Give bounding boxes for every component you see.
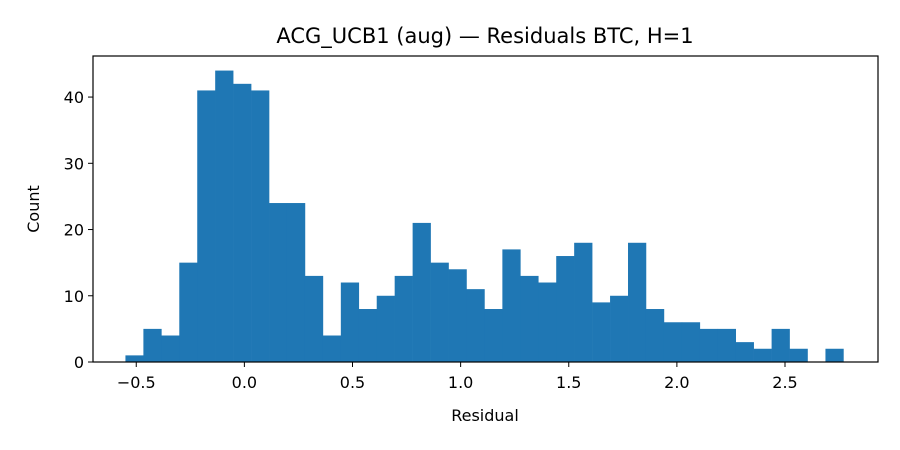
histogram-bar: [179, 262, 198, 362]
histogram-bar: [394, 275, 413, 362]
histogram-bar: [574, 242, 593, 362]
histogram-bar: [592, 302, 611, 362]
histogram-bar: [215, 70, 234, 363]
x-tick-label: 1.0: [448, 373, 473, 392]
histogram-bar: [269, 203, 288, 362]
histogram-bar: [753, 348, 772, 362]
histogram-bar: [376, 295, 395, 362]
x-tick-label: 0.0: [232, 373, 257, 392]
histogram-bar: [717, 328, 737, 362]
chart-title: ACG_UCB1 (aug) — Residuals BTC, H=1: [276, 24, 693, 49]
x-tick-label: 2.0: [664, 373, 689, 392]
histogram-bar: [520, 275, 539, 362]
x-tick-label: 2.5: [772, 373, 797, 392]
histogram-bar: [628, 242, 647, 362]
histogram-bar: [161, 335, 180, 362]
x-axis-label: Residual: [451, 406, 519, 425]
y-tick-label: 40: [64, 88, 84, 107]
histogram-bar: [286, 203, 306, 362]
y-tick-label: 30: [64, 154, 84, 173]
x-tick-label: 1.5: [556, 373, 581, 392]
histogram-bar: [251, 90, 270, 362]
histogram-bar: [556, 256, 575, 362]
histogram-bar: [699, 328, 719, 362]
histogram-bar: [789, 348, 808, 362]
histogram-bar: [358, 309, 378, 362]
x-tick-label: −0.5: [117, 373, 156, 392]
histogram-bar: [538, 282, 557, 362]
histogram-bar: [681, 322, 701, 362]
histogram-bar: [340, 282, 360, 362]
histogram-bar: [448, 269, 467, 362]
y-axis-label: Count: [24, 185, 43, 233]
histogram-bar: [466, 289, 485, 362]
histogram-bar: [825, 348, 844, 362]
y-tick-label: 0: [74, 353, 84, 372]
histogram-bar: [412, 222, 431, 362]
histogram-bar: [143, 328, 162, 362]
histogram-bar: [233, 83, 252, 363]
histogram-bar: [322, 335, 342, 362]
histogram-bar: [663, 322, 683, 362]
histogram-bar: [645, 309, 665, 362]
bars-group: [125, 70, 844, 363]
x-axis-ticks: −0.5 0.0 0.5 1.0 1.5 2.0 2.5: [117, 362, 798, 392]
histogram-bar: [430, 262, 449, 362]
histogram-bar: [125, 355, 144, 362]
histogram-bar: [735, 342, 754, 362]
plot-frame: [92, 55, 879, 363]
y-axis-ticks: 0 10 20 30 40: [64, 88, 93, 372]
histogram-bar: [197, 90, 216, 362]
x-tick-label: 0.5: [340, 373, 365, 392]
histogram-bar: [304, 275, 324, 362]
histogram-bar: [484, 309, 503, 362]
histogram-bar: [502, 249, 521, 362]
y-tick-label: 10: [64, 287, 84, 306]
histogram-bar: [771, 328, 790, 362]
y-tick-label: 20: [64, 221, 84, 240]
histogram-bar: [610, 295, 629, 362]
